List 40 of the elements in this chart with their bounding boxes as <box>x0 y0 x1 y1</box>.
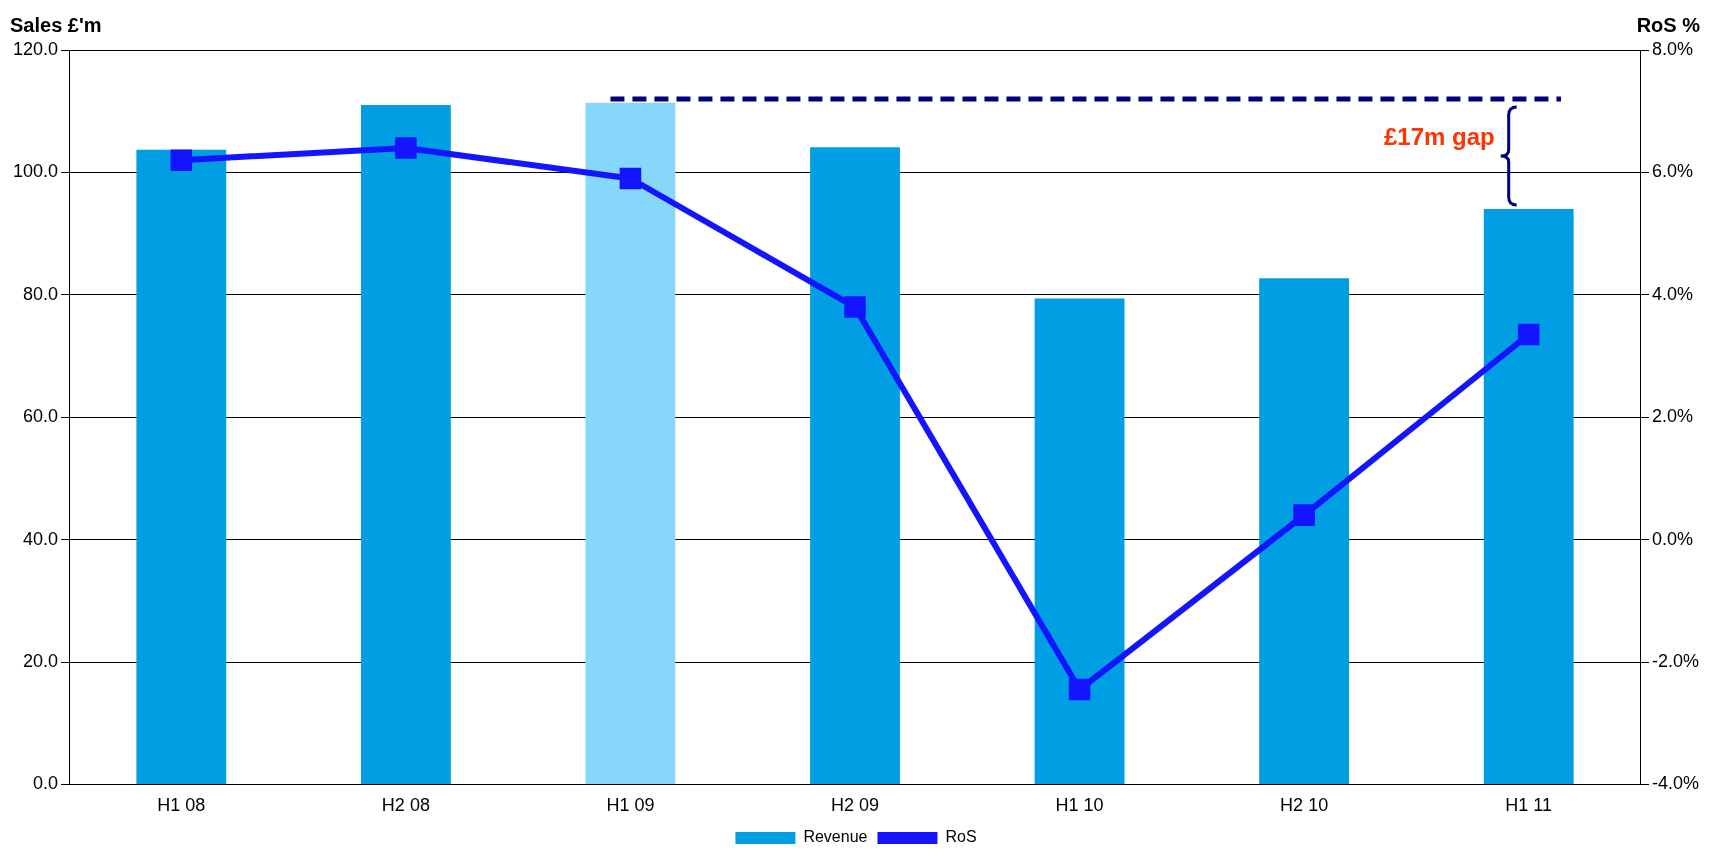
legend-label: RoS <box>945 828 977 846</box>
bar <box>1034 298 1125 784</box>
y-tick-label: 40.0 <box>23 528 59 549</box>
y-tick-label: 20.0 <box>23 650 59 671</box>
x-tick-label: H1 11 <box>1505 795 1553 816</box>
y-tick-label: 80.0 <box>23 283 59 304</box>
y-tick-label: 100.0 <box>13 161 59 182</box>
bar <box>136 149 227 784</box>
x-tick-label: H1 10 <box>1055 795 1104 816</box>
legend-label: Revenue <box>803 828 868 846</box>
y2-tick-label: 2.0% <box>1651 406 1694 427</box>
x-tick-label: H2 09 <box>830 795 880 816</box>
y-tick-label: 0.0 <box>33 773 59 794</box>
bar <box>585 102 676 784</box>
y2-tick-label: 8.0% <box>1651 38 1694 59</box>
y-axis-title: Sales £'m <box>10 13 102 36</box>
point <box>395 137 417 159</box>
x-tick-label: H2 10 <box>1280 795 1329 816</box>
bar <box>810 147 900 784</box>
y2-tick-label: 4.0% <box>1651 283 1694 304</box>
point <box>1517 323 1540 346</box>
point <box>619 167 642 190</box>
annotation: £17m gap <box>1383 122 1495 150</box>
y2-tick-label: -4.0% <box>1651 773 1700 794</box>
point <box>844 296 866 318</box>
point <box>1068 678 1091 701</box>
x-tick-label: H2 08 <box>381 795 430 816</box>
point <box>170 149 193 171</box>
y2-tick-label: 6.0% <box>1651 161 1694 182</box>
x-tick-label: H1 09 <box>606 795 655 816</box>
bar <box>1483 209 1574 784</box>
y2-axis-title: RoS % <box>1636 13 1701 36</box>
bar <box>1259 278 1350 784</box>
x-tick-label: H1 08 <box>157 795 206 816</box>
bar <box>360 105 451 784</box>
y-tick-label: 60.0 <box>23 406 59 427</box>
point <box>1293 504 1315 526</box>
y-tick-label: 120.0 <box>13 38 59 59</box>
y2-tick-label: 0.0% <box>1651 528 1694 549</box>
y2-tick-label: -2.0% <box>1651 650 1700 671</box>
